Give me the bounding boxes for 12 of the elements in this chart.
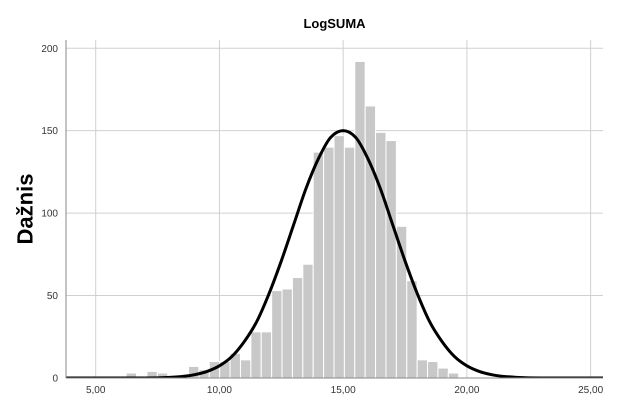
y-tick-label: 200: [41, 44, 58, 55]
y-axis-title: Dažnis: [12, 174, 38, 244]
y-tick-label: 0: [52, 374, 58, 385]
x-tick-label: 15,00: [330, 385, 356, 396]
y-tick-label: 100: [41, 208, 58, 220]
x-tick-label: 5,00: [86, 385, 106, 396]
y-tick-label: 50: [46, 291, 58, 302]
x-tick-label: 20,00: [454, 385, 480, 396]
chart-title: LogSUMA: [302, 16, 367, 31]
x-tick-label: 25,00: [578, 385, 604, 396]
x-tick-label: 10,00: [206, 385, 232, 396]
y-tick-label: 150: [41, 126, 58, 138]
